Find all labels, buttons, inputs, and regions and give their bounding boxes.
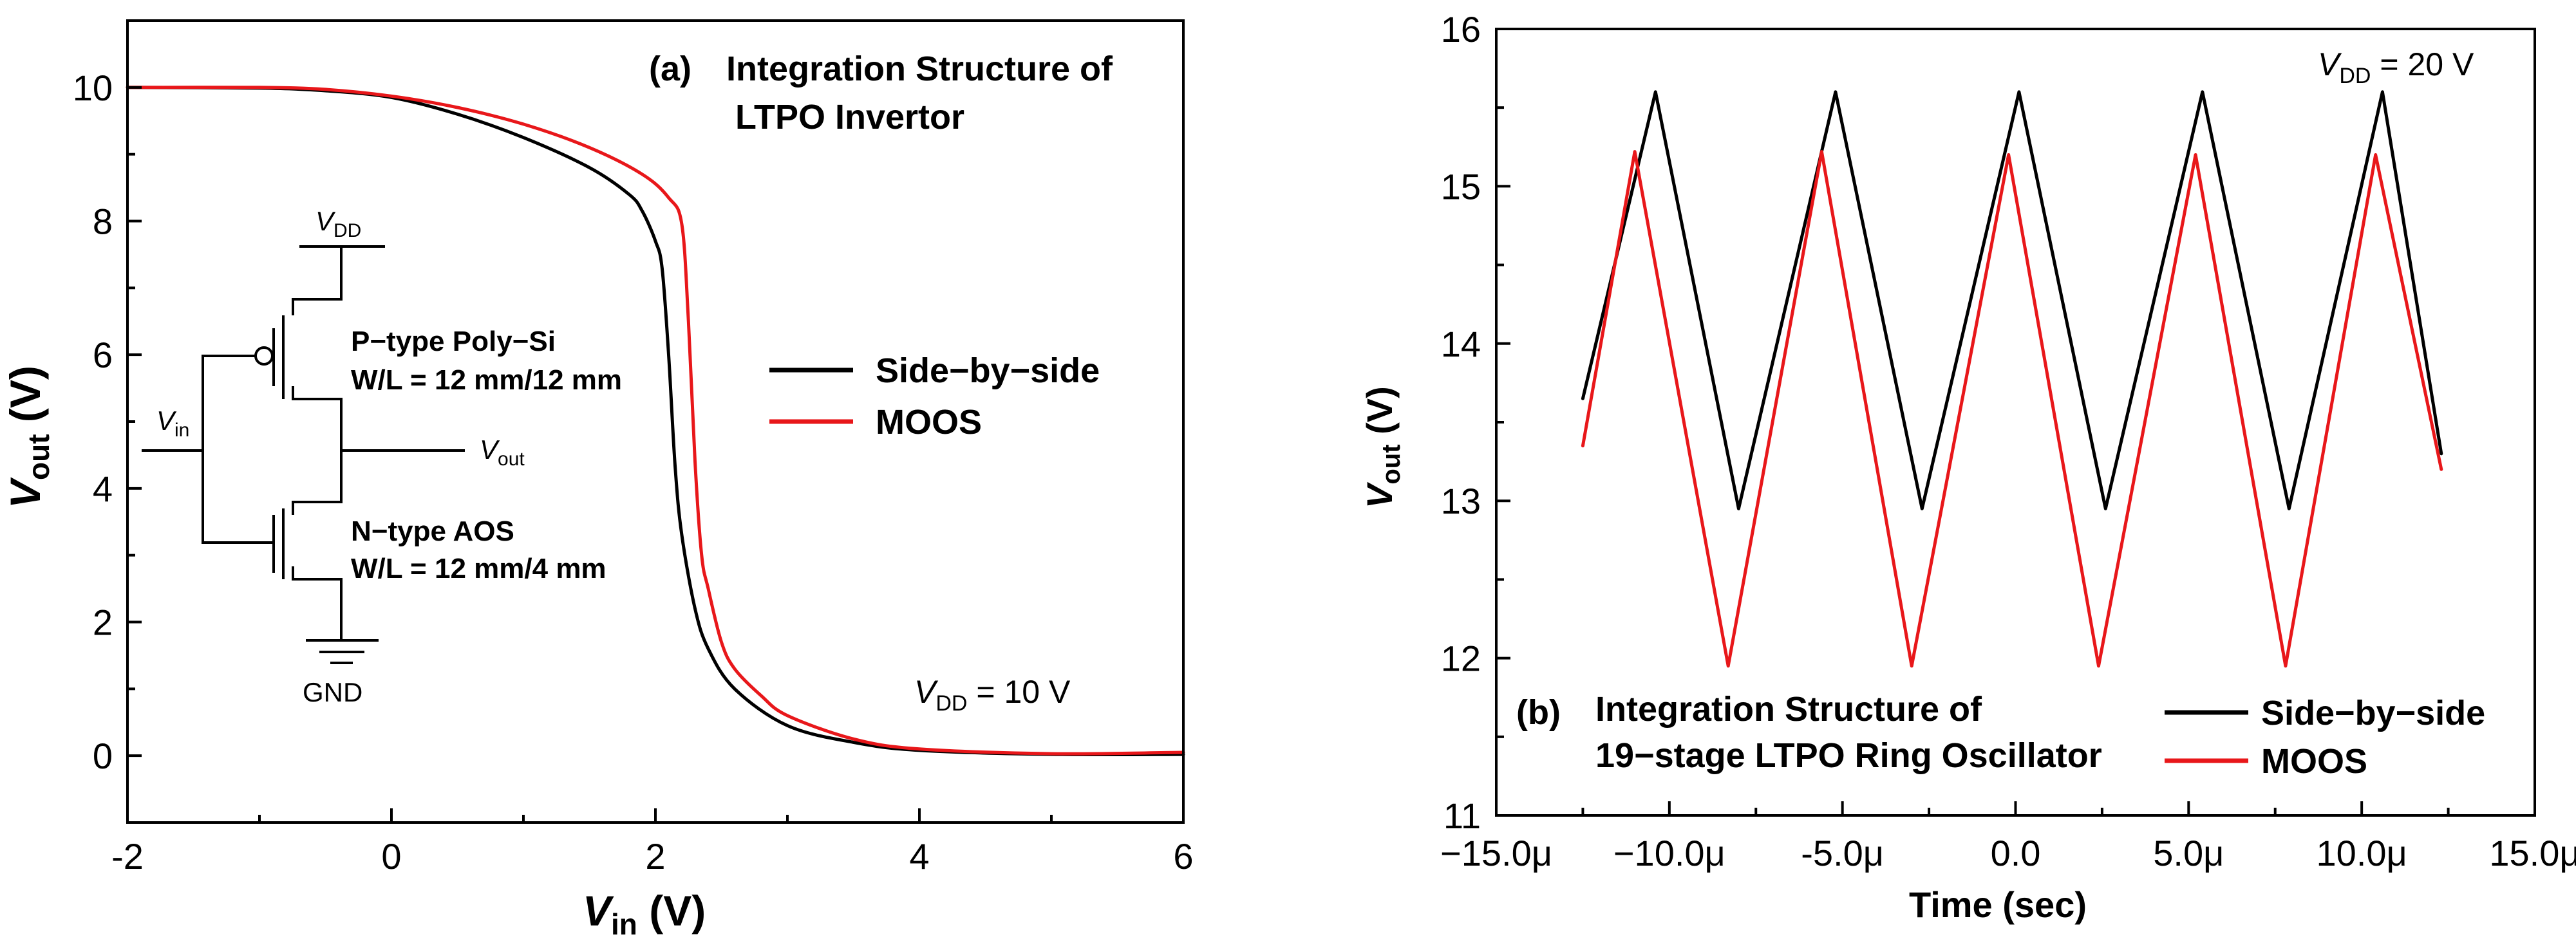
circuit-ntype-wl: W/L = 12 mm/4 mm (351, 553, 606, 584)
y-tick-label: 13 (1441, 481, 1481, 521)
x-tick-label: -5.0μ (1801, 833, 1884, 873)
x-tick-label: -2 (111, 836, 144, 877)
panel-b-frame (1495, 28, 2536, 817)
y-tick-label: 6 (93, 335, 113, 375)
circuit-vdd-label: VDD (315, 206, 361, 241)
panel-a-legend-moos: MOOS (876, 403, 982, 442)
x-tick-label: 6 (1173, 836, 1193, 877)
panel-a-vdd-symbol: V (914, 674, 939, 710)
y-tick-label: 15 (1441, 166, 1481, 207)
panel-a-label: (a) (649, 50, 691, 88)
ptft-drain-wire (292, 386, 343, 451)
panel-a-legend: Side−by−side MOOS (769, 351, 1100, 442)
ntft-source-wire (292, 566, 343, 640)
series-line-side-by-side (126, 86, 1185, 757)
circuit-vout-label: Vout (480, 434, 525, 470)
x-tick-label: 4 (909, 836, 929, 877)
x-tick-label: 0.0 (1991, 833, 2041, 873)
y-tick-label: 2 (93, 602, 113, 643)
x-tick-label: 5.0μ (2153, 833, 2224, 873)
panel-b-plot-area (1581, 90, 2443, 668)
circuit-ptype-label: P−type Poly−Si (351, 326, 556, 357)
x-tick-label: 10.0μ (2317, 833, 2407, 873)
ntft-drain-wire (292, 451, 343, 515)
y-tick-label: 11 (1443, 795, 1481, 836)
x-tick-label: 15.0μ (2489, 833, 2576, 873)
panel-a-axes: -2 0 2 4 6 0 2 4 6 8 10 (73, 68, 1194, 877)
y-tick-label: 8 (93, 201, 113, 242)
panel-a-x-label: Vin (V) (583, 887, 706, 939)
panel-a-title-line2: LTPO Invertor (735, 98, 964, 136)
x-tick-label: −15.0μ (1440, 833, 1552, 873)
y-tick-label: 0 (93, 736, 113, 776)
panel-b-legend-side-by-side: Side−by−side (2261, 694, 2485, 732)
panel-a-chart: -2 0 2 4 6 0 2 4 6 8 10 (a) Integration Structure … (1, 19, 1194, 939)
panel-b-legend-moos: MOOS (2261, 742, 2367, 781)
panel-b-axes: −15.0μ −10.0μ -5.0μ 0.0 5.0μ 10.0μ 15.0μ 11 12 13… (1440, 9, 2576, 873)
series-line-moos (126, 86, 1185, 756)
circuit-gnd-label: GND (303, 677, 362, 707)
panel-b-vdd-sub: DD (2339, 64, 2371, 88)
circuit-ptype-wl: W/L = 12 mm/12 mm (351, 364, 622, 396)
panel-b-x-label: Time (sec) (1909, 884, 2087, 925)
panel-a-frame (126, 19, 1185, 824)
inverter-circuit-diagram (142, 245, 465, 664)
x-tick-label: 0 (381, 836, 401, 877)
y-tick-label: 16 (1441, 9, 1481, 50)
series-line-moos (1581, 150, 2443, 668)
y-tick-label: 10 (73, 68, 113, 108)
panel-b-vdd-text: = 20 V (2371, 46, 2474, 82)
gate-input-wire (202, 355, 274, 544)
panel-a-plot-area (126, 86, 1185, 757)
panel-b-legend: Side−by−side MOOS (2165, 694, 2485, 781)
panel-a-y-label: Vout (V) (1, 366, 55, 508)
series-line-side-by-side (1581, 90, 2443, 510)
panel-a-vdd-sub: DD (935, 691, 967, 716)
y-tick-label: 14 (1441, 324, 1481, 364)
panel-a-legend-side-by-side: Side−by−side (876, 351, 1100, 390)
panel-b-vdd-annotation: VDD = 20 V (2318, 46, 2474, 88)
panel-b-label: (b) (1516, 693, 1561, 732)
panel-b-chart: −15.0μ −10.0μ -5.0μ 0.0 5.0μ 10.0μ 15.0μ 11 12 13… (1359, 9, 2576, 925)
panel-a-vdd-text: = 10 V (967, 674, 1070, 710)
ptft-gate-bubble (254, 346, 274, 366)
panel-b-y-label: Vout (V) (1359, 386, 1406, 508)
panel-b-title-line2: 19−stage LTPO Ring Oscillator (1595, 736, 2102, 775)
panel-b-vdd-symbol: V (2318, 46, 2342, 82)
y-tick-label: 4 (93, 469, 113, 509)
panel-b-title-line1: Integration Structure of (1595, 690, 1982, 729)
panel-a-title-line1: Integration Structure of (726, 50, 1113, 88)
x-tick-label: −10.0μ (1613, 833, 1725, 873)
ptft-source-wire (292, 246, 343, 315)
panel-a-vdd-annotation: VDD = 10 V (914, 674, 1071, 716)
y-tick-label: 12 (1441, 638, 1481, 679)
circuit-ntype-label: N−type AOS (351, 516, 514, 547)
x-tick-label: 2 (645, 836, 665, 877)
circuit-vin-label: Vin (156, 405, 189, 441)
